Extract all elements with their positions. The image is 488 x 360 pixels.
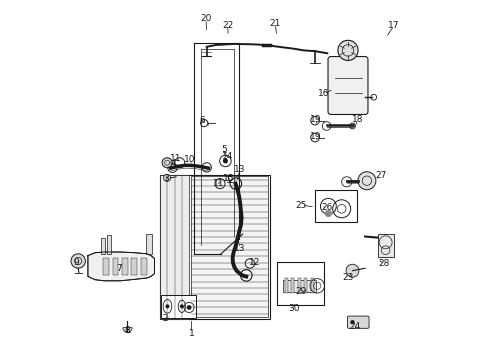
Polygon shape: [88, 252, 154, 281]
FancyBboxPatch shape: [347, 316, 368, 328]
Text: 11: 11: [212, 179, 224, 188]
Text: 14: 14: [222, 152, 233, 161]
Bar: [122, 258, 127, 275]
Bar: [131, 258, 137, 275]
Circle shape: [357, 172, 375, 190]
Bar: [161, 295, 195, 318]
Bar: [107, 235, 110, 254]
Bar: [314, 190, 356, 222]
Bar: [291, 278, 294, 293]
Text: 22: 22: [222, 21, 233, 30]
Text: 3: 3: [163, 174, 169, 183]
Text: 12: 12: [248, 258, 260, 267]
Text: 4: 4: [170, 159, 176, 168]
Bar: [283, 280, 315, 292]
Text: 16: 16: [317, 89, 329, 98]
Text: 10: 10: [183, 155, 195, 164]
Bar: [377, 234, 393, 257]
Text: 30: 30: [288, 304, 299, 313]
FancyBboxPatch shape: [327, 57, 367, 114]
Circle shape: [71, 254, 85, 268]
Circle shape: [165, 305, 169, 308]
Bar: [190, 176, 267, 317]
Text: 8: 8: [123, 326, 129, 335]
Circle shape: [324, 210, 331, 217]
Text: 9: 9: [73, 258, 79, 267]
Text: 23: 23: [342, 274, 353, 282]
Text: 2: 2: [162, 314, 168, 323]
Text: 19: 19: [309, 132, 321, 141]
Text: 25: 25: [295, 201, 306, 210]
Text: 21: 21: [269, 19, 280, 28]
Text: 15: 15: [223, 174, 234, 183]
Circle shape: [337, 40, 357, 60]
Text: 5: 5: [221, 145, 226, 154]
Circle shape: [186, 305, 191, 310]
Text: 6: 6: [199, 116, 205, 125]
Text: 29: 29: [295, 287, 306, 296]
Bar: [141, 258, 146, 275]
Circle shape: [162, 158, 172, 168]
Text: 20: 20: [200, 14, 211, 23]
Text: 1: 1: [188, 328, 194, 338]
Circle shape: [180, 305, 183, 308]
Text: 26: 26: [321, 202, 332, 211]
Circle shape: [346, 264, 358, 277]
Text: 19: 19: [309, 115, 321, 124]
Circle shape: [223, 158, 227, 163]
Text: 28: 28: [378, 259, 389, 268]
Bar: [284, 278, 287, 293]
Circle shape: [163, 174, 170, 181]
Bar: [276, 262, 323, 305]
Wedge shape: [122, 328, 132, 332]
Bar: [103, 258, 109, 275]
Text: 24: 24: [349, 322, 360, 331]
Bar: [113, 258, 118, 275]
Text: 13: 13: [234, 165, 245, 174]
Text: 11: 11: [169, 154, 181, 163]
Text: 17: 17: [387, 21, 399, 30]
Bar: [160, 175, 269, 319]
Bar: [304, 278, 306, 293]
Circle shape: [349, 123, 355, 129]
Text: 18: 18: [351, 115, 363, 124]
Text: 27: 27: [374, 171, 386, 180]
Circle shape: [349, 320, 354, 324]
Text: 13: 13: [234, 244, 245, 253]
Bar: [297, 278, 300, 293]
Bar: [145, 234, 152, 254]
Bar: [101, 238, 104, 254]
Text: 7: 7: [117, 264, 122, 273]
Bar: [310, 278, 313, 293]
Bar: [160, 175, 189, 319]
